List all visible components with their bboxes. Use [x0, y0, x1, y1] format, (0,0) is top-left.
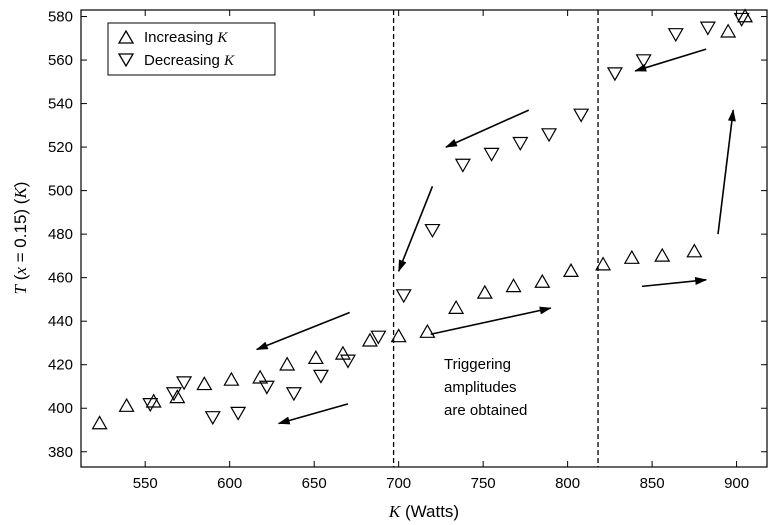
y-tick-label: 440 [48, 313, 73, 330]
data-point-increasing [252, 369, 269, 384]
y-tick-label: 380 [48, 444, 73, 461]
data-point-decreasing [230, 406, 247, 421]
x-axis-label: K (Watts) [388, 502, 459, 521]
legend-increasing-label: Increasing K [144, 29, 228, 46]
data-point-decreasing [204, 411, 221, 426]
data-point-increasing [505, 278, 522, 293]
x-tick-label: 800 [555, 475, 580, 492]
annotation: Triggering amplitudes are obtained [444, 356, 527, 419]
x-axis: 550 600 650 700 750 800 850 900 [133, 10, 749, 492]
y-tick-label: 420 [48, 357, 73, 374]
data-point-decreasing [454, 158, 471, 173]
legend-triangle-up-icon [117, 29, 135, 44]
direction-arrow [634, 48, 707, 72]
legend: Increasing K Decreasing K [107, 22, 276, 76]
y-tick-label: 480 [48, 226, 73, 243]
data-point-increasing [334, 345, 351, 360]
data-point-increasing [196, 376, 213, 391]
plot-area [80, 9, 768, 468]
x-tick-label: 850 [640, 475, 665, 492]
data-point-decreasing [312, 369, 329, 384]
y-axis-label: T (x = 0.15) (K) [11, 182, 30, 295]
x-tick-label: 700 [386, 475, 411, 492]
data-point-increasing [595, 256, 612, 271]
data-point-decreasing [483, 147, 500, 162]
direction-arrow [430, 306, 552, 336]
data-point-increasing [361, 332, 378, 347]
vertical-lines [392, 10, 599, 467]
y-tick-label: 520 [48, 139, 73, 156]
direction-arrow [641, 276, 708, 288]
y-tick-label: 580 [48, 9, 73, 26]
annotation-line-1: Triggering [444, 356, 511, 373]
y-tick-label: 560 [48, 52, 73, 69]
direction-arrow [717, 109, 736, 235]
data-point-decreasing [258, 380, 275, 395]
data-point-increasing [390, 328, 407, 343]
data-point-increasing [737, 8, 754, 23]
data-point-increasing [169, 389, 186, 404]
data-point-increasing [654, 247, 671, 262]
data-point-increasing [145, 393, 162, 408]
data-point-increasing [307, 349, 324, 365]
y-axis: 380 400 420 440 460 480 500 520 540 560 580 [48, 9, 767, 461]
data-point-increasing [279, 356, 296, 371]
y-tick-label: 500 [48, 183, 73, 200]
data-point-decreasing [573, 108, 590, 123]
data-point-increasing [448, 299, 465, 314]
annotation-line-2: amplitudes [444, 379, 517, 396]
data-point-decreasing [667, 28, 684, 43]
y-tick-label: 460 [48, 270, 73, 287]
direction-arrow [397, 185, 434, 273]
direction-arrow [445, 109, 530, 148]
x-tick-label: 900 [724, 475, 749, 492]
data-point-increasing [720, 23, 737, 38]
data-point-decreasing [541, 128, 558, 143]
data-point-increasing [562, 262, 580, 277]
data-point-decreasing [176, 376, 193, 391]
y-tick-label: 400 [48, 400, 73, 417]
data-point-decreasing [699, 21, 716, 36]
data-point-decreasing [370, 330, 387, 345]
legend-box [107, 22, 276, 76]
data-point-decreasing [424, 223, 441, 239]
data-point-decreasing [339, 354, 356, 369]
data-point-increasing [476, 284, 493, 299]
data-point-increasing [91, 415, 108, 430]
data-point-decreasing [395, 289, 412, 304]
series-decreasing [142, 12, 750, 426]
legend-triangle-down-icon [117, 53, 135, 68]
data-point-increasing [419, 323, 436, 338]
x-tick-label: 550 [133, 475, 158, 492]
data-point-decreasing [512, 136, 529, 151]
x-tick-label: 750 [471, 475, 496, 492]
data-point-decreasing [165, 387, 182, 402]
data-point-decreasing [142, 398, 159, 413]
direction-arrow [255, 311, 350, 351]
annotation-line-3: are obtained [444, 402, 527, 419]
data-point-increasing [223, 371, 240, 386]
data-point-increasing [623, 249, 640, 264]
series-increasing [91, 8, 754, 430]
legend-decreasing-label: Decreasing K [144, 52, 235, 69]
data-point-decreasing [606, 67, 623, 82]
data-point-increasing [118, 397, 135, 412]
y-tick-label: 540 [48, 96, 73, 113]
arrows [255, 48, 736, 425]
direction-arrow [277, 403, 349, 425]
data-point-increasing [686, 243, 703, 258]
data-point-decreasing [285, 387, 302, 402]
x-tick-label: 600 [217, 475, 242, 492]
x-tick-label: 650 [302, 475, 327, 492]
data-point-decreasing [635, 54, 652, 69]
data-point-decreasing [733, 12, 750, 27]
data-point-increasing [534, 273, 551, 288]
